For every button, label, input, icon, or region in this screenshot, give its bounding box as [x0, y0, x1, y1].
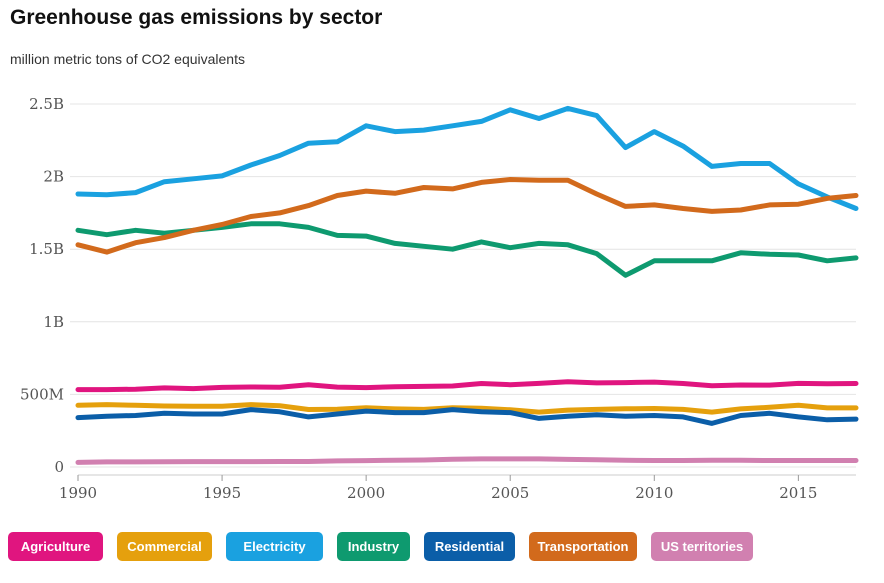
y-tick-label: 500M	[20, 385, 64, 403]
x-tick-label: 2010	[635, 484, 673, 502]
x-tick-label: 2015	[779, 484, 817, 502]
legend-item-residential[interactable]: Residential	[424, 532, 515, 561]
y-tick-label: 0	[54, 458, 64, 476]
x-tick-label: 1995	[203, 484, 241, 502]
y-tick-label: 2.5B	[29, 95, 64, 113]
series-line-commercial	[75, 402, 859, 415]
chart-legend: Agriculture Commercial Electricity Industry…	[8, 532, 753, 561]
legend-item-electricity[interactable]: Electricity	[226, 532, 323, 561]
legend-item-industry[interactable]: Industry	[337, 532, 410, 561]
series-line-residential	[75, 407, 859, 426]
legend-item-us-territories[interactable]: US territories	[651, 532, 753, 561]
chart-title: Greenhouse gas emissions by sector	[10, 6, 383, 29]
chart-subtitle: million metric tons of CO2 equivalents	[10, 51, 245, 67]
legend-item-agriculture[interactable]: Agriculture	[8, 532, 103, 561]
line-chart: 0 500M 1B 1.5B 2B 2.5B 1990 1995 2000 2005 2010 201…	[20, 95, 859, 502]
x-tick-label: 2005	[491, 484, 529, 502]
y-tick-label: 1B	[43, 313, 64, 331]
x-tick-label: 2000	[347, 484, 385, 502]
legend-item-commercial[interactable]: Commercial	[117, 532, 212, 561]
series-line-electricity	[75, 105, 859, 211]
series-line-agriculture	[75, 379, 859, 393]
series-line-us-territories	[75, 456, 859, 465]
y-tick-label: 1.5B	[29, 240, 64, 258]
legend-item-transportation[interactable]: Transportation	[529, 532, 637, 561]
x-tick-label: 1990	[59, 484, 97, 502]
series-line-transportation	[75, 177, 859, 255]
y-tick-label: 2B	[43, 168, 64, 186]
